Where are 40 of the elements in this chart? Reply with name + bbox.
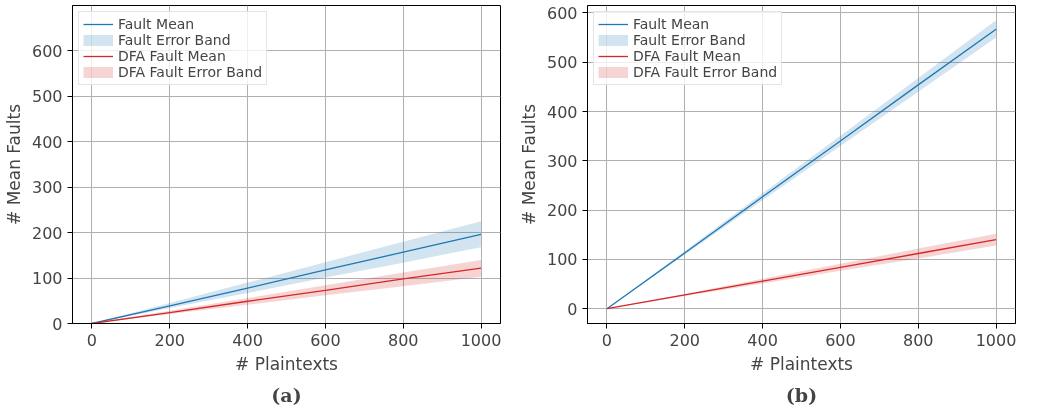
y-tick-label: 100 [546, 250, 578, 270]
x-axis-title: # Plaintexts [750, 353, 854, 374]
y-tick-label: 500 [546, 53, 578, 73]
y-tick-label: 400 [31, 132, 63, 152]
y-tick-label: 200 [31, 223, 63, 243]
y-axis-title: # Mean Faults [518, 103, 539, 226]
annotation: DFA Fault Error Band [633, 64, 778, 80]
annotation: Fault Error Band [118, 32, 231, 48]
x-tick-label: 200 [154, 330, 186, 350]
x-tick-label: 0 [86, 330, 98, 350]
y-tick-label: 600 [546, 3, 578, 23]
y-tick-label: 300 [31, 178, 63, 198]
y-axis-title: # Mean Faults [3, 103, 24, 226]
x-tick-label: 600 [310, 330, 341, 350]
annotation: Fault Error Band [633, 32, 746, 48]
y-tick-label: 0 [567, 299, 578, 319]
x-tick-label: 800 [902, 330, 934, 350]
legend-label: DFA Fault Mean [633, 48, 741, 64]
y-tick-label: 100 [31, 269, 63, 289]
y-tick-label: 300 [546, 151, 578, 171]
y-tick-label: 0 [52, 314, 63, 334]
text: (b) [785, 383, 818, 406]
legend-label: Fault Mean [633, 16, 710, 32]
x-tick-label: 800 [387, 330, 419, 350]
text: (a) [271, 383, 302, 406]
x-tick-label: 1000 [460, 330, 502, 350]
y-tick-label: 600 [31, 41, 63, 61]
legend-label: Fault Mean [118, 16, 195, 32]
y-tick-label: 200 [546, 201, 578, 221]
x-tick-label: 400 [747, 330, 778, 350]
x-tick-label: 400 [232, 330, 263, 350]
x-tick-label: 0 [601, 330, 613, 350]
y-tick-label: 500 [31, 87, 63, 107]
x-tick-label: 600 [825, 330, 856, 350]
y-tick-label: 400 [546, 102, 578, 122]
legend-label: DFA Fault Mean [118, 48, 226, 64]
annotation: DFA Fault Error Band [118, 64, 263, 80]
x-axis-title: # Plaintexts [235, 353, 339, 374]
x-tick-label: 200 [669, 330, 701, 350]
x-tick-label: 1000 [975, 330, 1017, 350]
